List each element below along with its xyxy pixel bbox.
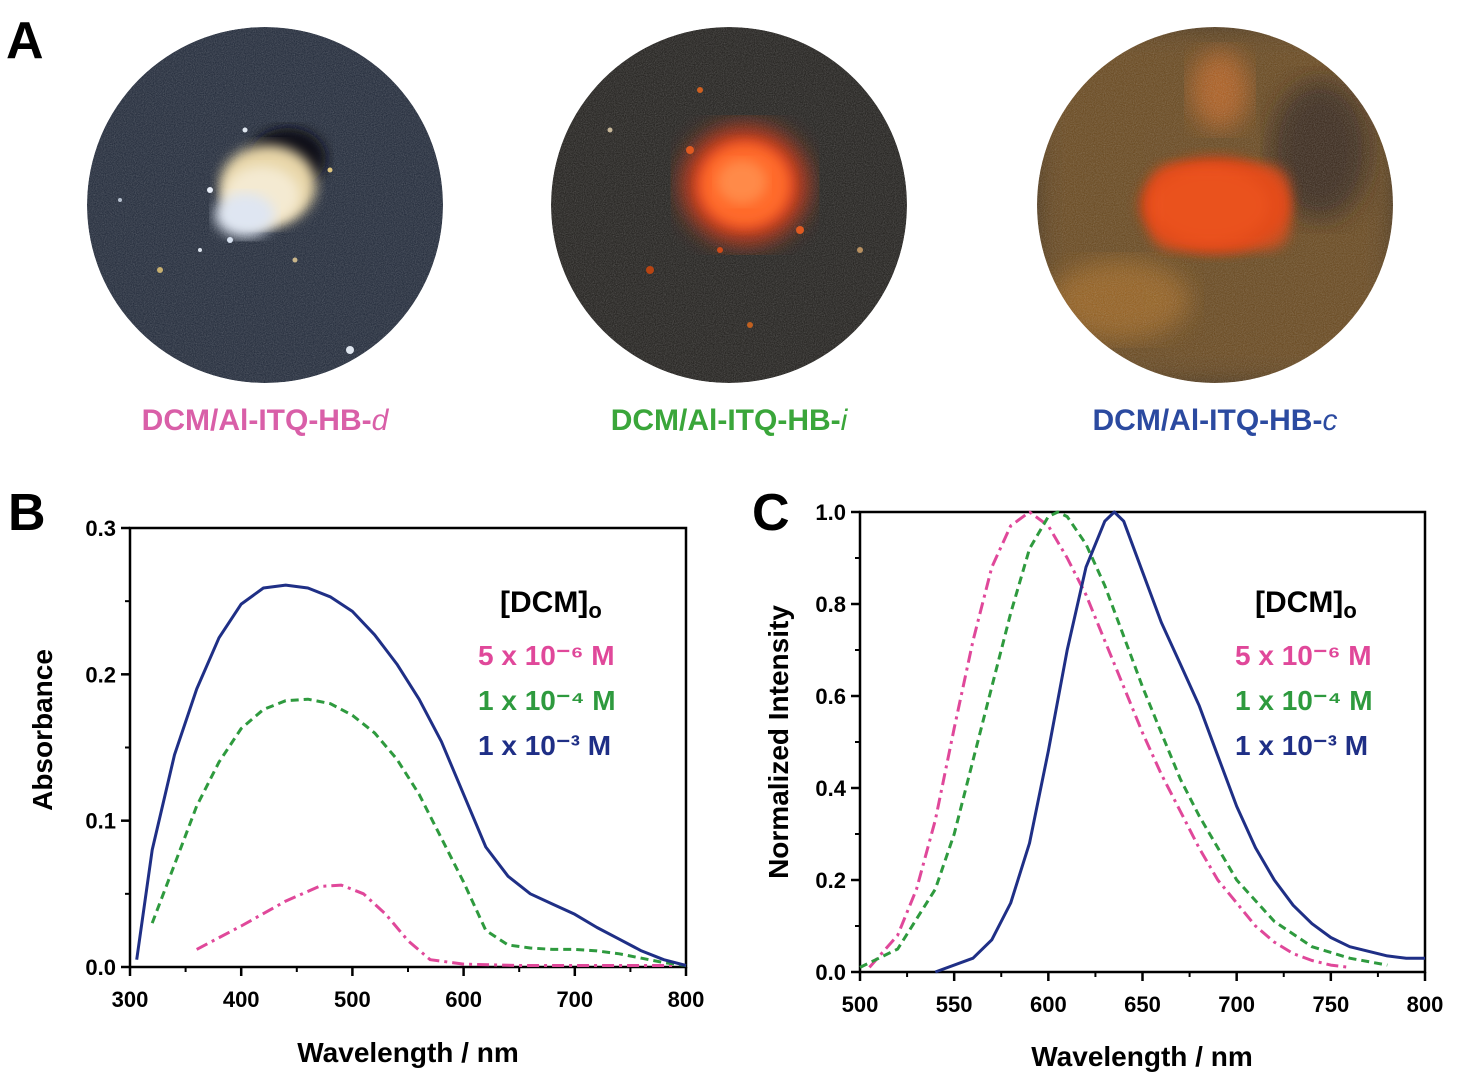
photo-sample-c bbox=[1037, 27, 1393, 383]
photo-sample-i bbox=[551, 27, 907, 383]
legend-c: [DCM]o 5 x 10⁻⁶ M 1 x 10⁻⁴ M 1 x 10⁻³ M bbox=[1235, 586, 1373, 761]
x-tick-label-c-5: 750 bbox=[1312, 992, 1349, 1017]
panel-c-label: C bbox=[752, 484, 790, 542]
y-tick-label-b-0: 0.0 bbox=[85, 955, 116, 980]
photo-sample-d bbox=[87, 27, 443, 383]
legend-entry-b-2: 1 x 10⁻³ M bbox=[478, 730, 611, 761]
x-tick-label-c-0: 500 bbox=[842, 992, 879, 1017]
x-tick-label-b-3: 600 bbox=[445, 987, 482, 1012]
legend-entry-b-1: 1 x 10⁻⁴ M bbox=[478, 685, 616, 716]
legend-entry-c-2: 1 x 10⁻³ M bbox=[1235, 730, 1368, 761]
y-tick-label-b-3: 0.3 bbox=[85, 516, 116, 541]
legend-entry-b-0: 5 x 10⁻⁶ M bbox=[478, 640, 615, 671]
y-axis-label-c: Normalized Intensity bbox=[763, 605, 794, 879]
panel-a: A bbox=[6, 12, 1393, 437]
legend-entry-c-1: 1 x 10⁻⁴ M bbox=[1235, 685, 1373, 716]
x-tick-label-b-1: 400 bbox=[223, 987, 260, 1012]
panel-b-label: B bbox=[8, 484, 46, 542]
series-line-b-1 bbox=[150, 697, 687, 967]
series-c bbox=[859, 510, 1425, 974]
y-tick-label-c-1: 0.2 bbox=[815, 868, 846, 893]
panel-a-label: A bbox=[6, 12, 44, 70]
series-line-c-0 bbox=[868, 510, 1350, 969]
caption-sample-c: DCM/Al-ITQ-HB-c bbox=[1093, 404, 1338, 437]
series-line-b-2 bbox=[135, 583, 687, 967]
ticks-c: 500 550 600 650 700 750 800 0.0 0.2 0.4 0.6 0.8 1.0 bbox=[815, 500, 1443, 1017]
series-b bbox=[135, 583, 687, 967]
x-tick-label-c-3: 650 bbox=[1124, 992, 1161, 1017]
y-tick-label-b-2: 0.2 bbox=[85, 662, 116, 687]
series-line-c-1 bbox=[859, 510, 1388, 969]
x-tick-label-c-6: 800 bbox=[1407, 992, 1444, 1017]
x-tick-label-b-0: 300 bbox=[112, 987, 149, 1012]
y-tick-label-c-2: 0.4 bbox=[815, 776, 846, 801]
x-tick-label-b-5: 800 bbox=[668, 987, 705, 1012]
caption-sample-i: DCM/Al-ITQ-HB-i bbox=[611, 404, 849, 437]
caption-sample-d: DCM/Al-ITQ-HB-d bbox=[142, 404, 390, 437]
series-line-b-0 bbox=[196, 883, 675, 967]
y-tick-label-c-4: 0.8 bbox=[815, 592, 846, 617]
panel-b-absorbance-chart: B 300 400 500 600 700 800 0.0 0.1 0.2 0.3 Wavelen… bbox=[8, 484, 704, 1068]
x-tick-label-c-1: 550 bbox=[936, 992, 973, 1017]
x-tick-label-c-2: 600 bbox=[1030, 992, 1067, 1017]
y-tick-label-b-1: 0.1 bbox=[85, 809, 116, 834]
y-tick-label-c-3: 0.6 bbox=[815, 684, 846, 709]
ticks-b: 300 400 500 600 700 800 0.0 0.1 0.2 0.3 bbox=[85, 516, 704, 1012]
x-tick-label-b-2: 500 bbox=[334, 987, 371, 1012]
x-tick-label-c-4: 700 bbox=[1218, 992, 1255, 1017]
legend-entry-c-0: 5 x 10⁻⁶ M bbox=[1235, 640, 1372, 671]
y-axis-label-b: Absorbance bbox=[27, 649, 58, 811]
legend-title-b: [DCM]o bbox=[500, 586, 602, 623]
x-axis-label-c: Wavelength / nm bbox=[1031, 1041, 1252, 1072]
y-tick-label-c-0: 0.0 bbox=[815, 960, 846, 985]
series-line-c-2 bbox=[934, 510, 1425, 974]
y-tick-label-c-5: 1.0 bbox=[815, 500, 846, 525]
x-tick-label-b-4: 700 bbox=[556, 987, 593, 1012]
panel-c-intensity-chart: C 500 550 600 650 700 750 800 0.0 0.2 0.4 0.6 0.8 1.… bbox=[752, 484, 1443, 1072]
legend-title-c: [DCM]o bbox=[1255, 586, 1357, 623]
legend-b: [DCM]o 5 x 10⁻⁶ M 1 x 10⁻⁴ M 1 x 10⁻³ M bbox=[478, 586, 616, 761]
x-axis-label-b: Wavelength / nm bbox=[297, 1037, 518, 1068]
